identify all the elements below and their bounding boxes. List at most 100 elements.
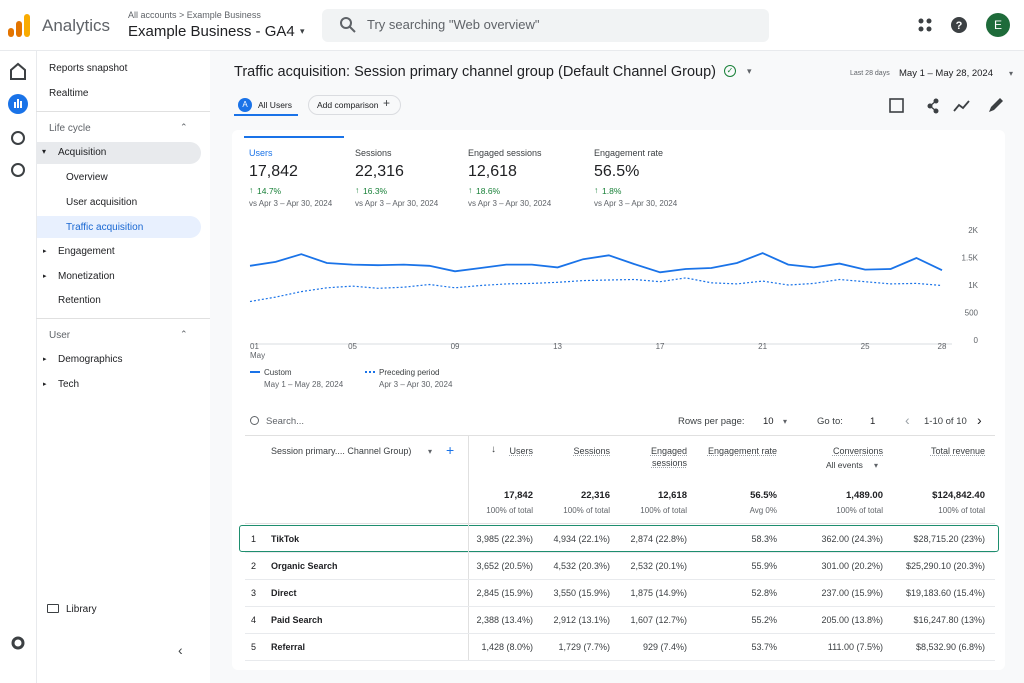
row-name[interactable]: TikTok: [271, 534, 300, 544]
metric-change: 1.8%: [602, 186, 622, 196]
nav-item[interactable]: Retention: [58, 295, 101, 306]
change-arrow: ↑: [468, 185, 473, 195]
column-header[interactable]: Conversions: [832, 446, 883, 456]
x-tick-label: 25: [861, 342, 870, 351]
column-header[interactable]: Total revenue: [930, 446, 985, 456]
legend-range: May 1 – May 28, 2024: [264, 380, 344, 389]
row-cell: 58.3%: [751, 534, 777, 544]
segment-chip[interactable]: [234, 94, 298, 116]
conversions-filter[interactable]: All events: [826, 460, 863, 470]
collapse[interactable]: ‹: [178, 642, 183, 658]
add-dimension[interactable]: +: [446, 442, 455, 458]
product-name: Analytics: [42, 16, 111, 35]
search-box[interactable]: [322, 9, 769, 42]
nav-item[interactable]: Monetization: [58, 271, 115, 282]
y-tick-label: 2K: [968, 226, 978, 235]
goto-value[interactable]: 1: [870, 416, 876, 427]
metric-change: 16.3%: [363, 186, 388, 196]
left-rail-icons: [8, 62, 28, 650]
x-tick-label: 28: [938, 342, 947, 351]
total-value: 22,316: [580, 490, 610, 501]
row-cell: $28,715.20 (23%): [913, 534, 985, 544]
nav-item[interactable]: Acquisition: [58, 147, 107, 158]
row-cell: $16,247.80 (13%): [913, 615, 985, 625]
change-arrow: ↑: [355, 185, 360, 195]
total-value: 56.5%: [750, 490, 777, 501]
row-name[interactable]: Organic Search: [271, 561, 338, 571]
metric-label[interactable]: Engaged sessions: [468, 148, 542, 158]
apps-icon[interactable]: [918, 18, 932, 32]
dimension-header[interactable]: Session primary.... Channel Group): [271, 446, 412, 456]
date-range[interactable]: May 1 – May 28, 2024: [899, 68, 993, 79]
row-cell: 2,845 (15.9%): [476, 588, 533, 598]
header-border: [0, 50, 1024, 51]
nav-item[interactable]: Overview: [66, 172, 108, 183]
metric-value: 22,316: [355, 163, 404, 180]
nav-item[interactable]: Reports snapshot: [49, 63, 128, 74]
row-cell: 1,428 (8.0%): [481, 642, 533, 652]
row-cell: $8,532.90 (6.8%): [915, 642, 985, 652]
row-name[interactable]: Paid Search: [271, 615, 323, 625]
row-border: [245, 606, 995, 607]
row-cell: 4,532 (20.3%): [553, 561, 610, 571]
metric-label[interactable]: Users: [249, 148, 273, 158]
metric-label[interactable]: Sessions: [355, 148, 392, 158]
row-name[interactable]: Referral: [271, 642, 306, 652]
nav-item[interactable]: Engagement: [58, 246, 115, 257]
help-icon[interactable]: ?: [951, 17, 967, 33]
row-name[interactable]: Direct: [271, 588, 297, 598]
row-cell: 205.00 (13.8%): [821, 615, 883, 625]
avatar[interactable]: E: [986, 13, 1010, 37]
row-cell: 929 (7.4%): [642, 642, 687, 652]
metric-change: 18.6%: [476, 186, 501, 196]
dimension-caret: ▾: [428, 447, 433, 456]
table-search-icon: [250, 416, 259, 425]
nav-item[interactable]: Demographics: [58, 354, 123, 365]
nav-item[interactable]: Tech: [58, 379, 80, 390]
breadcrumb: All accounts > Example Business: [128, 10, 261, 20]
row-cell: 111.00 (7.5%): [827, 642, 883, 652]
check-icon: ✓: [724, 65, 736, 77]
row-cell: 2,874 (22.8%): [630, 534, 687, 544]
search-placeholder[interactable]: Try searching "Web overview": [367, 17, 540, 32]
report-icons[interactable]: [888, 97, 1006, 115]
y-tick-label: 500: [965, 309, 979, 318]
metric-label[interactable]: Engagement rate: [594, 148, 664, 158]
next-page[interactable]: ›: [977, 412, 982, 428]
prev-page[interactable]: ‹: [905, 412, 910, 428]
nav-item[interactable]: Traffic acquisition: [66, 222, 144, 233]
nav-item[interactable]: Realtime: [49, 88, 89, 99]
legend-name: Preceding period: [379, 368, 439, 377]
column-header[interactable]: Engaged sessions: [650, 446, 687, 468]
y-tick-label: 1K: [968, 281, 978, 290]
nav-item[interactable]: User acquisition: [66, 197, 138, 208]
row-cell: 2,912 (13.1%): [553, 615, 610, 625]
date-label: Last 28 days: [850, 70, 890, 77]
table-top-border: [245, 435, 995, 436]
add-comparison[interactable]: Add comparison: [308, 95, 402, 115]
nav-item[interactable]: Library: [66, 604, 97, 615]
section-title[interactable]: Life cycle: [49, 123, 91, 134]
property-name[interactable]: Example Business - GA4: [128, 23, 295, 40]
metric-value: 17,842: [249, 163, 298, 180]
row-number: 4: [251, 615, 257, 625]
change-arrow: ↑: [249, 185, 254, 195]
legend-range: Apr 3 – Apr 30, 2024: [379, 380, 453, 389]
row-cell: 3,985 (22.3%): [476, 534, 533, 544]
section-title[interactable]: User: [49, 330, 71, 341]
table-search[interactable]: Search...: [266, 416, 305, 427]
column-header[interactable]: Users: [509, 446, 533, 456]
row-cell: 55.9%: [751, 561, 777, 571]
row-cell: 1,607 (12.7%): [630, 615, 687, 625]
legend-name: Custom: [264, 368, 292, 377]
rows-value[interactable]: 10: [763, 416, 774, 427]
metric-compare: vs Apr 3 – Apr 30, 2024: [355, 199, 439, 208]
column-header[interactable]: Engagement rate: [707, 446, 777, 456]
column-header[interactable]: Sessions: [573, 446, 610, 456]
row-cell: 237.00 (15.9%): [821, 588, 883, 598]
series-line: [249, 277, 943, 303]
row-border: [245, 579, 995, 580]
card: [232, 130, 1005, 670]
expand-arrow: ▾: [42, 147, 47, 156]
x-tick-label: 01: [250, 342, 259, 351]
